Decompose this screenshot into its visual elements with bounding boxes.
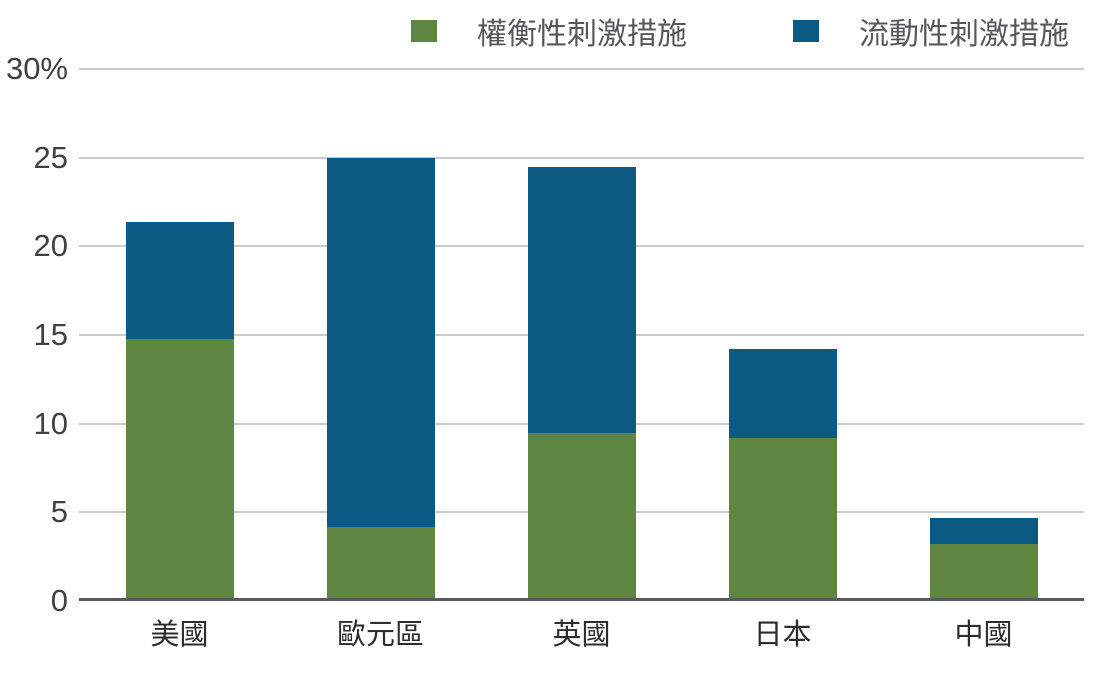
y-tick-label: 5	[50, 494, 68, 530]
bar-segment-series0-cat1	[326, 526, 435, 601]
gridline	[79, 68, 1084, 70]
legend-label-discretionary-stimulus: 權衡性刺激措施	[477, 18, 687, 51]
x-category-label: 美國	[150, 619, 209, 651]
x-category-label: 歐元區	[336, 619, 425, 651]
bar-segment-series0-cat4	[929, 544, 1038, 601]
legend-swatch-green	[411, 20, 437, 42]
plot-area	[79, 68, 1084, 601]
bar-segment-series1-cat0	[125, 221, 234, 339]
x-axis-line	[79, 598, 1084, 601]
legend: 權衡性刺激措施 流動性刺激措施	[0, 0, 1097, 56]
bar-segment-series0-cat2	[527, 432, 636, 601]
y-tick-label: 20	[33, 228, 68, 264]
legend-label-liquidity-stimulus: 流動性刺激措施	[859, 18, 1069, 51]
bar-segment-series1-cat1	[326, 157, 435, 527]
y-tick-label: 10	[33, 405, 68, 441]
y-tick-label: 0	[50, 583, 68, 618]
bar-segment-series0-cat0	[125, 338, 234, 601]
bar-segment-series1-cat2	[527, 166, 636, 433]
y-axis: 30% 25 20 15 10 5 0	[0, 0, 70, 674]
gridline	[79, 156, 1084, 159]
y-tick-label: 25	[33, 139, 68, 175]
bar-segment-series0-cat3	[728, 437, 837, 601]
legend-swatch-blue	[793, 20, 819, 42]
x-category-label: 英國	[552, 619, 611, 651]
y-tick-label: 30%	[5, 51, 68, 86]
legend-item-liquidity-stimulus: 流動性刺激措施	[793, 14, 1069, 51]
bar-segment-series1-cat3	[728, 349, 837, 438]
x-category-label: 日本	[753, 619, 812, 651]
x-category-label: 中國	[954, 619, 1013, 651]
bar-segment-series1-cat4	[929, 517, 1038, 545]
y-tick-label: 15	[33, 317, 68, 352]
legend-item-discretionary-stimulus: 權衡性刺激措施	[411, 14, 687, 51]
